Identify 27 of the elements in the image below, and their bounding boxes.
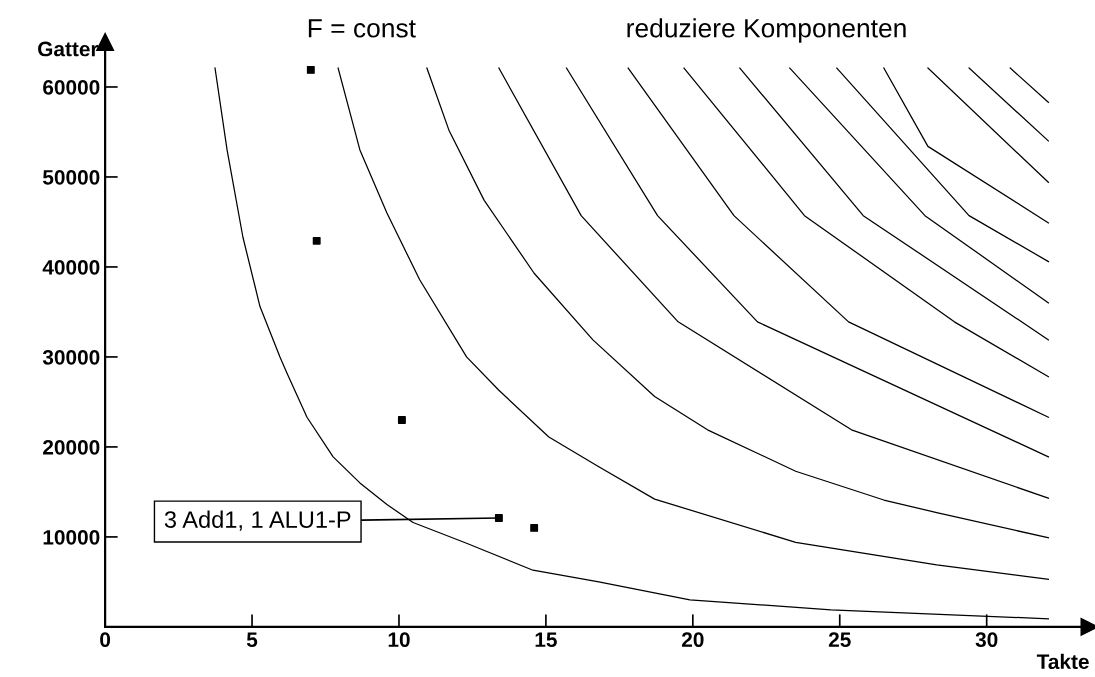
point	[397, 415, 406, 424]
x-tick-label: 5	[246, 632, 258, 648]
y-tick-label: 60000	[43, 79, 100, 95]
point	[306, 65, 315, 74]
chart-subtitle: reduziere Komponenten	[627, 18, 906, 43]
x-tick-label: 0	[100, 632, 111, 648]
y-tick-label: 20000	[43, 439, 100, 455]
x-tick-label: 10	[388, 632, 410, 648]
chart-title: F = const	[308, 19, 416, 38]
x-tick-label: 20	[681, 632, 704, 648]
line-series	[498, 67, 1050, 499]
x-tick-label: 30	[975, 632, 998, 648]
x-tick-label: 15	[535, 632, 557, 648]
line-series	[627, 67, 1050, 418]
point	[530, 523, 539, 532]
y-tick-label: 50000	[42, 169, 100, 185]
x-axis-title: Takte	[1036, 653, 1089, 670]
annotation: 3 Add1, 1 ALU1-P	[164, 510, 351, 531]
y-tick-label: 40000	[42, 259, 100, 275]
line-series	[565, 67, 1050, 458]
y-axis-title: Gatter	[38, 41, 99, 57]
line-series	[683, 67, 1050, 378]
y-tick-label: 30000	[42, 349, 100, 365]
line-series	[426, 67, 1050, 539]
point	[312, 236, 321, 245]
x-tick-label: 25	[828, 632, 851, 648]
y-tick-label: 10000	[43, 529, 100, 545]
